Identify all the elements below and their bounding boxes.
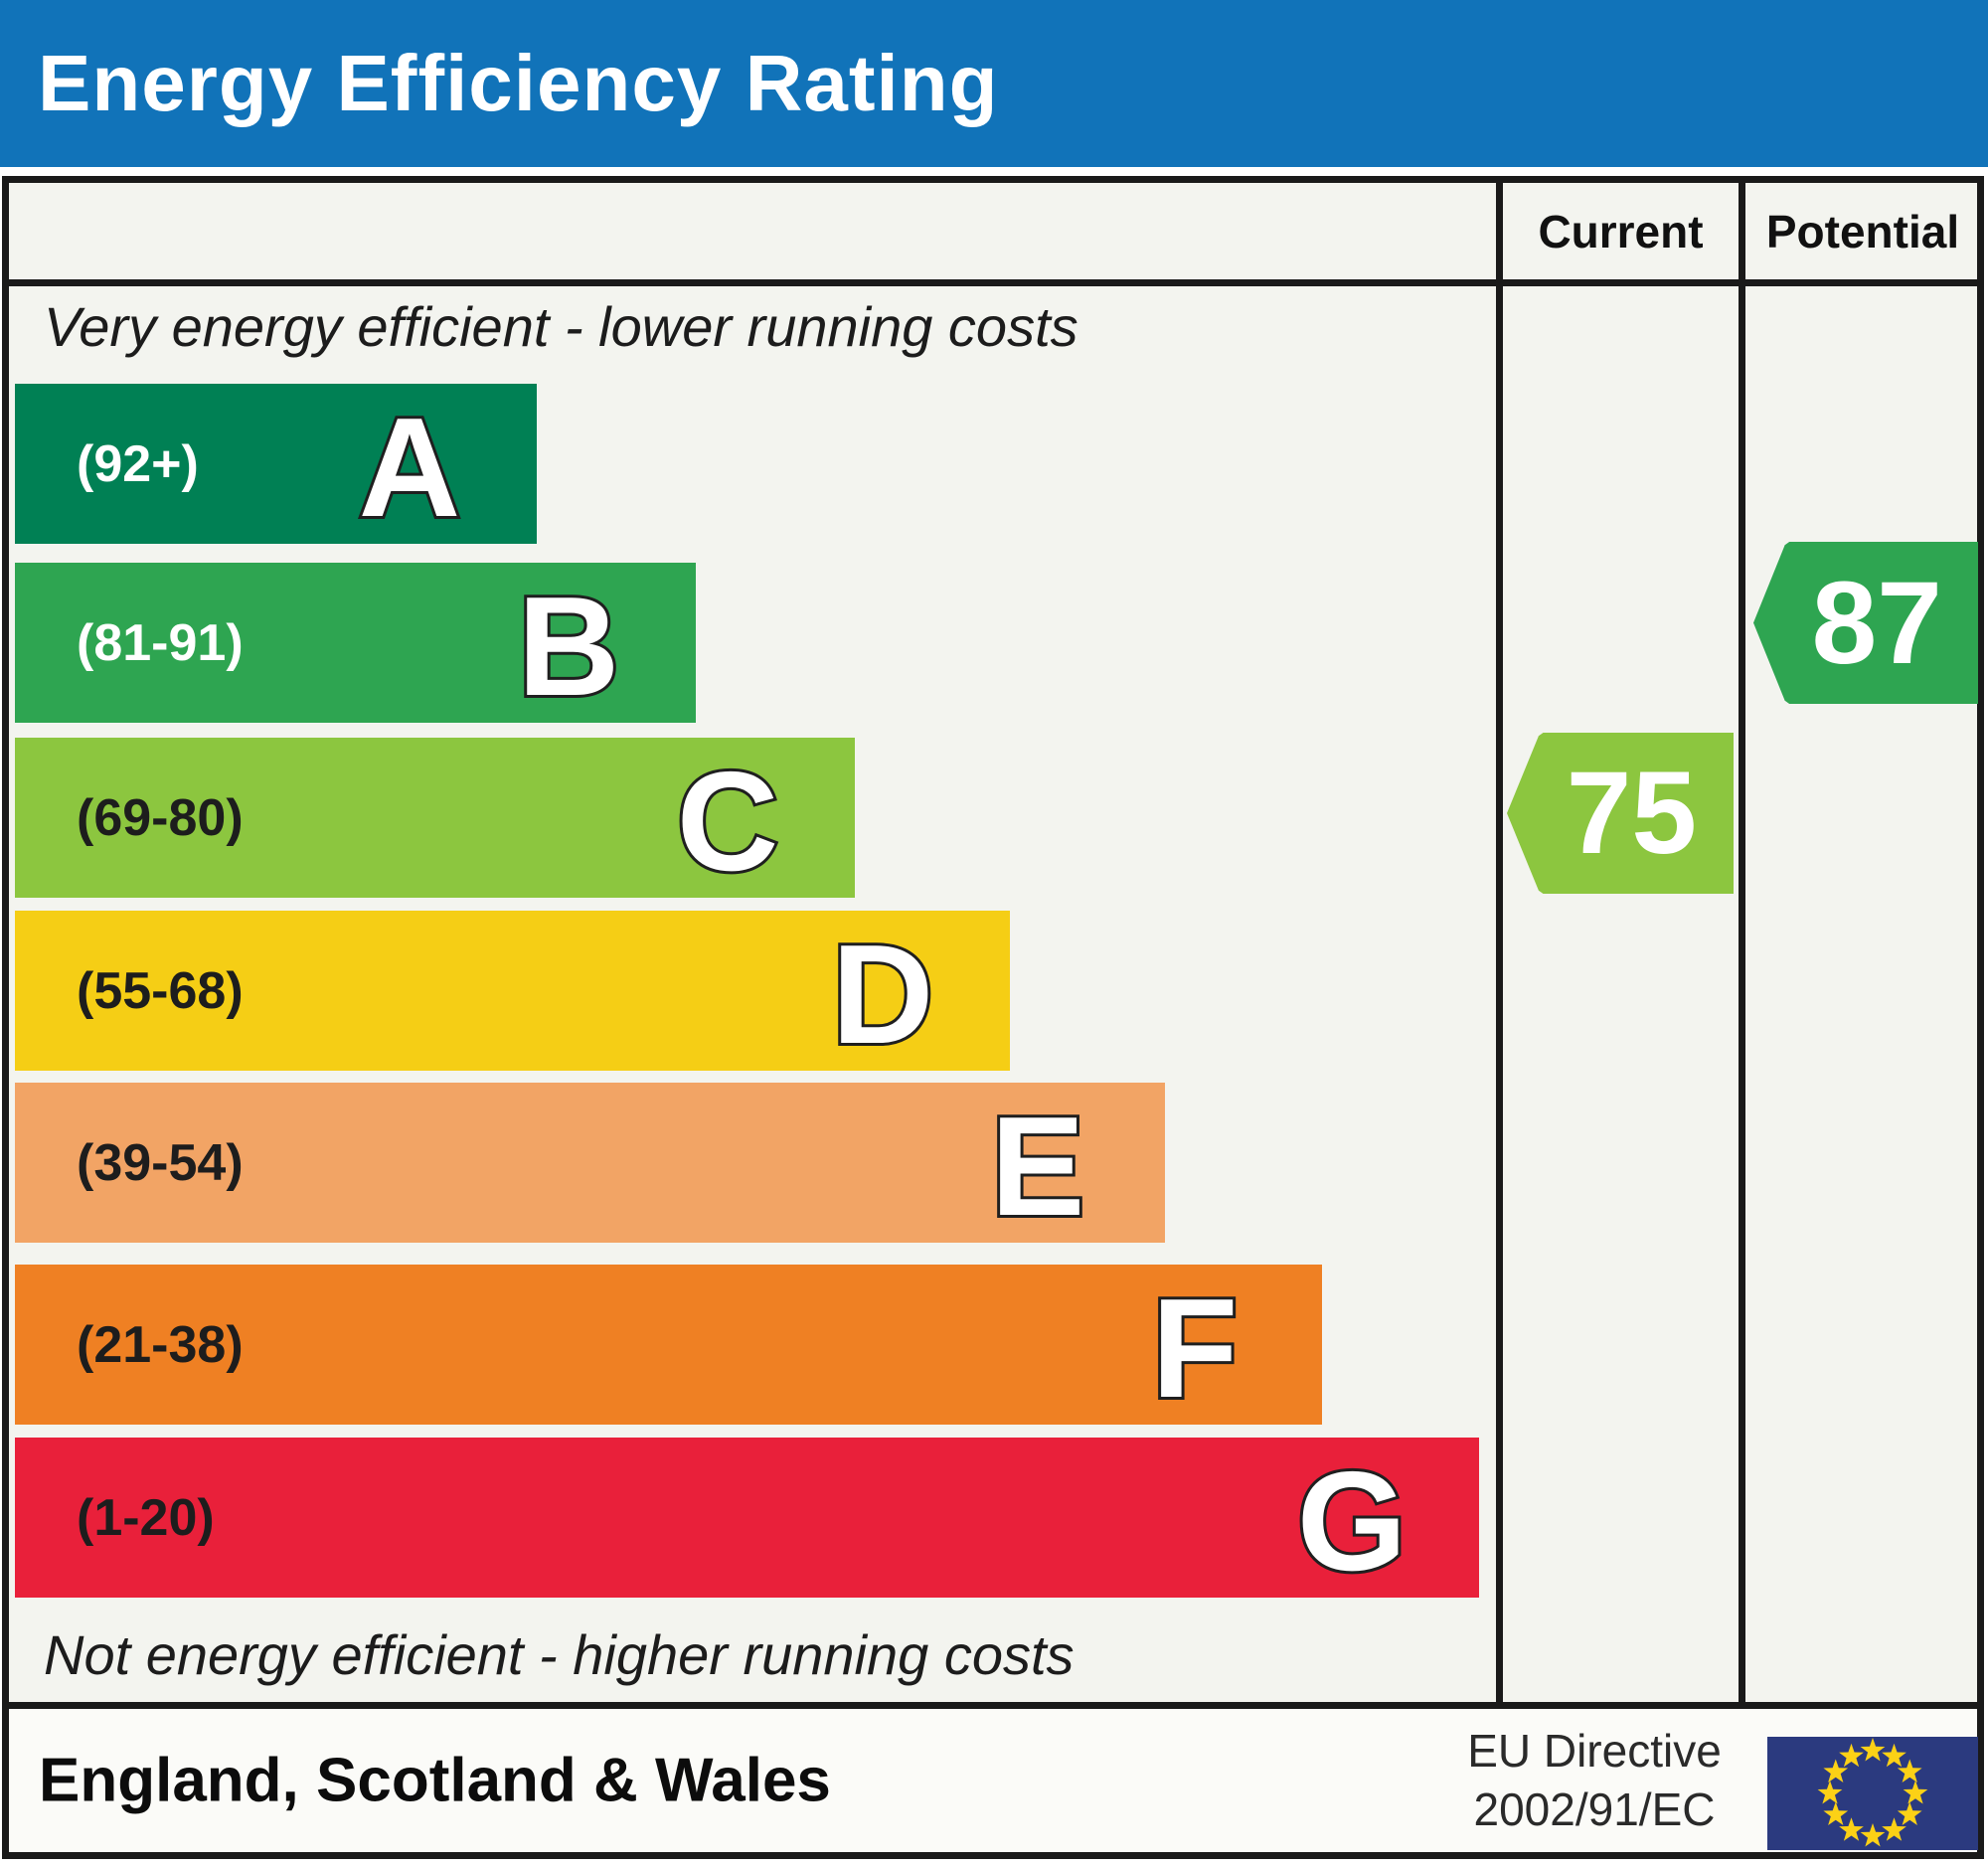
band-letter-g: G (1297, 1443, 1407, 1598)
current-rating-value: 75 (1566, 748, 1698, 879)
band-letter-c: C (677, 743, 779, 898)
eu-directive-label: EU Directive 2002/91/EC (1430, 1722, 1758, 1839)
band-row-g: (1-20) G (15, 1438, 1479, 1598)
potential-column-divider (1739, 176, 1745, 1709)
eu-flag-icon (1767, 1737, 1978, 1850)
band-row-a: (92+) A (15, 384, 537, 544)
current-column-header: Current (1538, 205, 1704, 257)
header-rule (2, 279, 1984, 286)
potential-rating-value: 87 (1811, 557, 1942, 689)
band-letter-a: A (359, 389, 461, 544)
bottom-note: Not energy efficient - higher running co… (44, 1623, 1075, 1686)
band-row-c: (69-80) C (15, 738, 855, 898)
eu-directive-line1: EU Directive (1467, 1725, 1722, 1778)
band-letter-f-graphic: F (1149, 1267, 1242, 1425)
footer-bar: England, Scotland & Wales EU Directive 2… (2, 1702, 1984, 1859)
region-label: England, Scotland & Wales (39, 1746, 831, 1815)
band-range-a: (92+) (77, 434, 199, 493)
band-letter-c-graphic: C (674, 740, 782, 898)
band-letter-b: B (518, 568, 620, 723)
top-note: Very energy efficient - lower running co… (44, 295, 1078, 358)
title-bar: Energy Efficiency Rating (0, 0, 1988, 167)
potential-rating-arrow: 87 (1753, 542, 1978, 704)
band-letter-d: D (832, 916, 934, 1071)
band-range-b: (81-91) (77, 613, 244, 672)
band-letter-g-graphic: G (1294, 1440, 1409, 1598)
band-range-c: (69-80) (77, 788, 244, 847)
band-letter-a-graphic: A (356, 386, 464, 544)
band-row-d: (55-68) D (15, 911, 1010, 1071)
page-title: Energy Efficiency Rating (38, 39, 999, 127)
band-letter-d-graphic: D (829, 913, 937, 1071)
band-letter-f: F (1152, 1270, 1239, 1425)
band-row-f: (21-38) F (15, 1265, 1322, 1425)
band-row-e: (39-54) E (15, 1083, 1165, 1243)
eu-directive-line2: 2002/91/EC (1473, 1783, 1716, 1835)
band-row-b: (81-91) B (15, 563, 696, 723)
current-column-divider (1496, 176, 1503, 1709)
band-range-e: (39-54) (77, 1133, 244, 1192)
potential-column-header: Potential (1765, 205, 1960, 257)
band-range-f: (21-38) (77, 1315, 244, 1374)
band-letter-e: E (991, 1088, 1085, 1243)
band-range-d: (55-68) (77, 961, 244, 1020)
band-letter-e-graphic: E (988, 1085, 1088, 1243)
band-range-g: (1-20) (77, 1488, 215, 1547)
band-letter-b-graphic: B (515, 565, 623, 723)
current-rating-arrow: 75 (1507, 733, 1734, 894)
